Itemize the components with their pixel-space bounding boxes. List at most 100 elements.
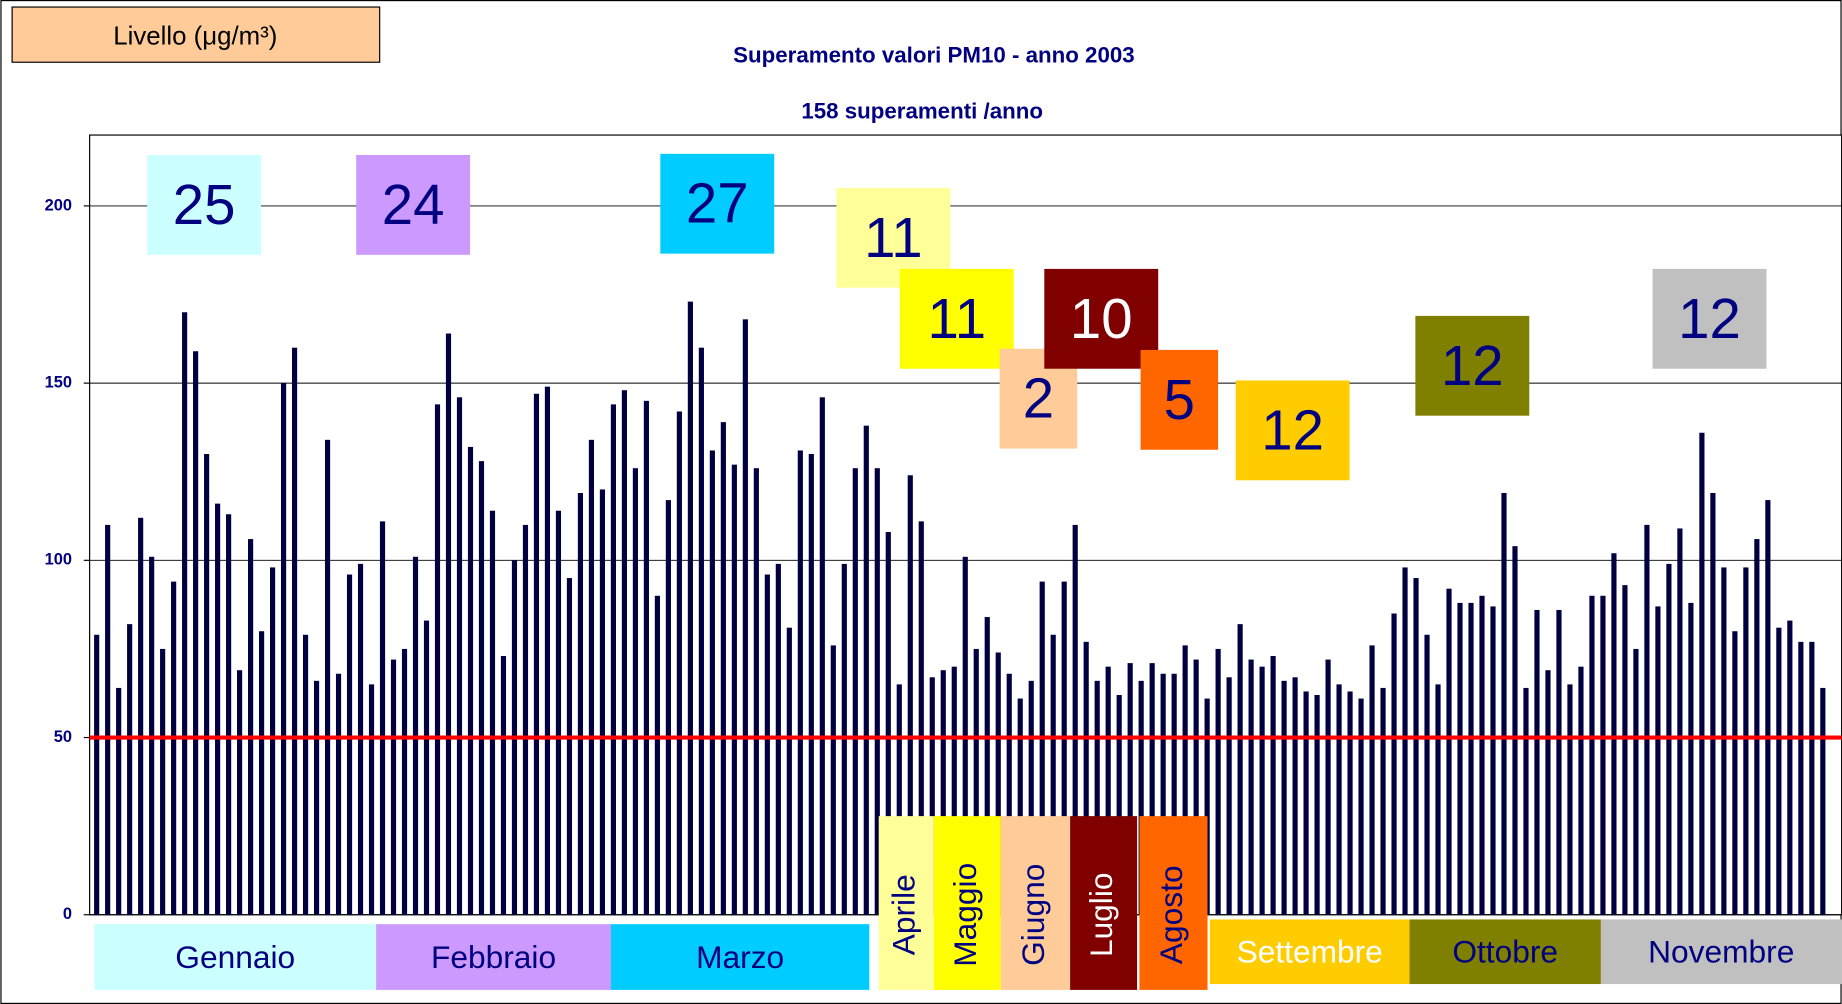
- bar: [753, 468, 759, 915]
- bar: [896, 684, 902, 915]
- bar: [786, 627, 792, 915]
- count-label: 5: [1164, 368, 1195, 431]
- bar: [808, 454, 814, 915]
- count-box: [899, 268, 1014, 369]
- bar: [379, 521, 386, 915]
- bar: [566, 578, 573, 915]
- bar: [951, 666, 957, 915]
- bar: [698, 347, 704, 915]
- bar: [324, 439, 331, 915]
- bar: [1699, 432, 1705, 915]
- bar: [215, 503, 221, 915]
- bar: [1776, 627, 1782, 915]
- month-box: [376, 924, 611, 990]
- bar: [1457, 602, 1463, 915]
- month-label: Marzo: [696, 939, 784, 975]
- bar: [193, 351, 199, 915]
- month-label: Novembre: [1648, 933, 1794, 969]
- bar: [346, 574, 353, 915]
- bar: [1765, 500, 1771, 915]
- bar: [1083, 641, 1089, 915]
- bar: [489, 510, 496, 915]
- bar: [401, 648, 408, 915]
- bar: [907, 475, 913, 915]
- bar: [621, 390, 627, 915]
- bar: [1710, 493, 1716, 915]
- bar: [1688, 602, 1694, 915]
- bar: [1600, 595, 1606, 915]
- month-label: Febbraio: [431, 939, 556, 975]
- bar: [819, 397, 825, 915]
- bar: [973, 648, 979, 915]
- bar: [138, 517, 144, 915]
- bar: [1380, 687, 1386, 915]
- month-box: [94, 924, 377, 990]
- y-axis-label: Livello (μg/m³): [113, 22, 277, 50]
- bar: [1754, 539, 1760, 915]
- bar: [226, 514, 232, 915]
- month-label: Agosto: [1153, 865, 1189, 964]
- month-label: Giugno: [1015, 864, 1051, 966]
- bar: [1094, 680, 1100, 915]
- bar: [533, 393, 540, 915]
- bar: [1369, 645, 1375, 915]
- bar: [643, 400, 649, 915]
- month-label: Aprile: [886, 874, 922, 955]
- bar: [105, 524, 111, 915]
- bar: [984, 617, 990, 915]
- count-label: 11: [928, 287, 987, 350]
- bar: [280, 383, 287, 915]
- month-box: [878, 816, 934, 990]
- bar: [1182, 645, 1188, 915]
- bar: [830, 645, 836, 915]
- bar: [500, 656, 507, 915]
- bar: [852, 468, 858, 915]
- bar: [1050, 634, 1056, 915]
- bar: [676, 411, 682, 915]
- bar: [1677, 528, 1683, 915]
- bar: [1270, 656, 1276, 915]
- bar: [368, 684, 375, 915]
- bar: [127, 624, 133, 915]
- bar: [1611, 553, 1617, 915]
- bar: [709, 450, 715, 915]
- bar: [1303, 691, 1309, 915]
- bar: [731, 464, 737, 915]
- bar: [1567, 684, 1573, 915]
- month-box: [1600, 919, 1842, 985]
- bar: [1512, 546, 1518, 915]
- y-tick-label: 50: [54, 728, 72, 746]
- bar: [1171, 673, 1177, 915]
- count-label: 2: [1023, 367, 1054, 430]
- count-label: 27: [686, 172, 749, 235]
- count-label: 12: [1441, 334, 1504, 397]
- bar: [742, 319, 748, 915]
- bar: [1325, 659, 1331, 915]
- bar: [1193, 659, 1199, 915]
- month-label: Luglio: [1083, 872, 1119, 957]
- bar: [720, 422, 726, 915]
- count-label: 12: [1261, 398, 1324, 461]
- bar: [764, 574, 770, 915]
- bar: [456, 397, 463, 915]
- bar: [335, 673, 342, 915]
- chart-subtitle: 158 superamenti /anno: [801, 99, 1043, 124]
- bar: [665, 500, 671, 915]
- bar: [1358, 698, 1364, 915]
- bar: [577, 493, 584, 915]
- bar: [171, 581, 177, 915]
- bar: [1413, 578, 1419, 915]
- bar: [1787, 620, 1793, 915]
- y-tick-label: 150: [45, 373, 72, 391]
- bar: [434, 404, 441, 915]
- bar: [1017, 698, 1023, 915]
- bar: [1204, 698, 1210, 915]
- bar: [1028, 680, 1034, 915]
- bar: [248, 539, 254, 915]
- count-box: [147, 155, 262, 255]
- bar: [478, 461, 485, 915]
- bar: [588, 439, 595, 915]
- count-box: [1140, 349, 1219, 450]
